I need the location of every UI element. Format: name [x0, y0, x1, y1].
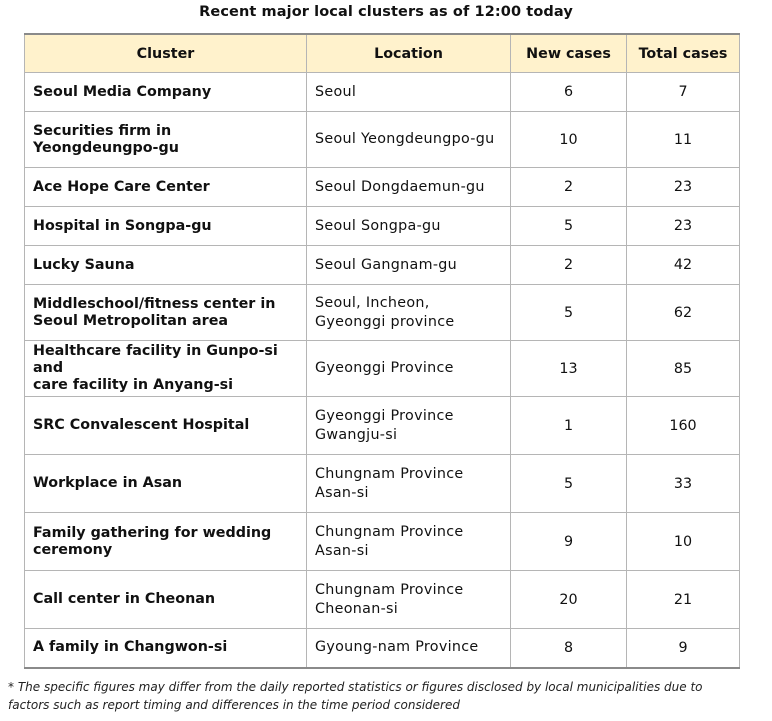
cluster-cell: Call center in Cheonan [24, 570, 307, 629]
cluster-cell: Healthcare facility in Gunpo-si and care … [24, 340, 307, 397]
total-cases-cell: 160 [626, 396, 740, 455]
clusters-table: Cluster Location New cases Total cases S… [24, 33, 740, 669]
location-cell: Seoul Gangnam-gu [306, 245, 511, 285]
header-total-cases: Total cases [626, 33, 740, 73]
location-cell: Seoul [306, 72, 511, 112]
table-row: Seoul Media Company Seoul 6 7 [24, 72, 740, 112]
cluster-cell: A family in Changwon-si [24, 628, 307, 668]
table-title: Recent major local clusters as of 12:00 … [199, 4, 573, 20]
table-row: Hospital in Songpa-gu Seoul Songpa-gu 5 … [24, 206, 740, 246]
location-cell: Gyoung-nam Province [306, 628, 511, 668]
new-cases-cell: 6 [510, 72, 627, 112]
location-cell: Chungnam Province Asan-si [306, 512, 511, 571]
new-cases-cell: 10 [510, 111, 627, 168]
location-cell: Gyeonggi Province [306, 340, 511, 397]
new-cases-cell: 8 [510, 628, 627, 668]
location-cell: Seoul Dongdaemun-gu [306, 167, 511, 207]
total-cases-cell: 42 [626, 245, 740, 285]
table-row: Lucky Sauna Seoul Gangnam-gu 2 42 [24, 245, 740, 285]
table-row: SRC Convalescent Hospital Gyeonggi Provi… [24, 396, 740, 455]
total-cases-cell: 10 [626, 512, 740, 571]
cluster-cell: Securities firm in Yeongdeungpo-gu [24, 111, 307, 168]
total-cases-cell: 85 [626, 340, 740, 397]
new-cases-cell: 2 [510, 167, 627, 207]
new-cases-cell: 5 [510, 206, 627, 246]
header-cluster: Cluster [24, 33, 307, 73]
location-cell: Seoul, Incheon, Gyeonggi province [306, 284, 511, 341]
cluster-cell: Workplace in Asan [24, 454, 307, 513]
cluster-cell: Family gathering for wedding ceremony [24, 512, 307, 571]
new-cases-cell: 1 [510, 396, 627, 455]
header-location: Location [306, 33, 511, 73]
total-cases-cell: 21 [626, 570, 740, 629]
table-row: Securities firm in Yeongdeungpo-gu Seoul … [24, 111, 740, 168]
total-cases-cell: 23 [626, 167, 740, 207]
total-cases-cell: 62 [626, 284, 740, 341]
total-cases-cell: 7 [626, 72, 740, 112]
cluster-cell: Hospital in Songpa-gu [24, 206, 307, 246]
new-cases-cell: 20 [510, 570, 627, 629]
table-row: Call center in Cheonan Chungnam Province… [24, 570, 740, 629]
location-cell: Chungnam Province Cheonan-si [306, 570, 511, 629]
total-cases-cell: 33 [626, 454, 740, 513]
location-cell: Chungnam Province Asan-si [306, 454, 511, 513]
cluster-cell: Ace Hope Care Center [24, 167, 307, 207]
header-new-cases: New cases [510, 33, 627, 73]
total-cases-cell: 11 [626, 111, 740, 168]
location-cell: Seoul Yeongdeungpo-gu [306, 111, 511, 168]
cluster-cell: Lucky Sauna [24, 245, 307, 285]
cluster-cell: Seoul Media Company [24, 72, 307, 112]
table-row: Healthcare facility in Gunpo-si and care … [24, 340, 740, 397]
table-row: Ace Hope Care Center Seoul Dongdaemun-gu… [24, 167, 740, 207]
total-cases-cell: 9 [626, 628, 740, 668]
new-cases-cell: 9 [510, 512, 627, 571]
table-row: Workplace in Asan Chungnam Province Asan-… [24, 454, 740, 513]
cluster-cell: SRC Convalescent Hospital [24, 396, 307, 455]
new-cases-cell: 2 [510, 245, 627, 285]
total-cases-cell: 23 [626, 206, 740, 246]
footnote: * The specific figures may differ from t… [8, 680, 703, 712]
location-cell: Seoul Songpa-gu [306, 206, 511, 246]
new-cases-cell: 5 [510, 454, 627, 513]
header-row: Cluster Location New cases Total cases [24, 33, 740, 73]
new-cases-cell: 5 [510, 284, 627, 341]
table-row: Family gathering for wedding ceremony Chu… [24, 512, 740, 571]
new-cases-cell: 13 [510, 340, 627, 397]
location-cell: Gyeonggi Province Gwangju-si [306, 396, 511, 455]
table-row: Middleschool/fitness center in Seoul Metr… [24, 284, 740, 341]
cluster-cell: Middleschool/fitness center in Seoul Metr… [24, 284, 307, 341]
table-row: A family in Changwon-si Gyoung-nam Provi… [24, 628, 740, 668]
